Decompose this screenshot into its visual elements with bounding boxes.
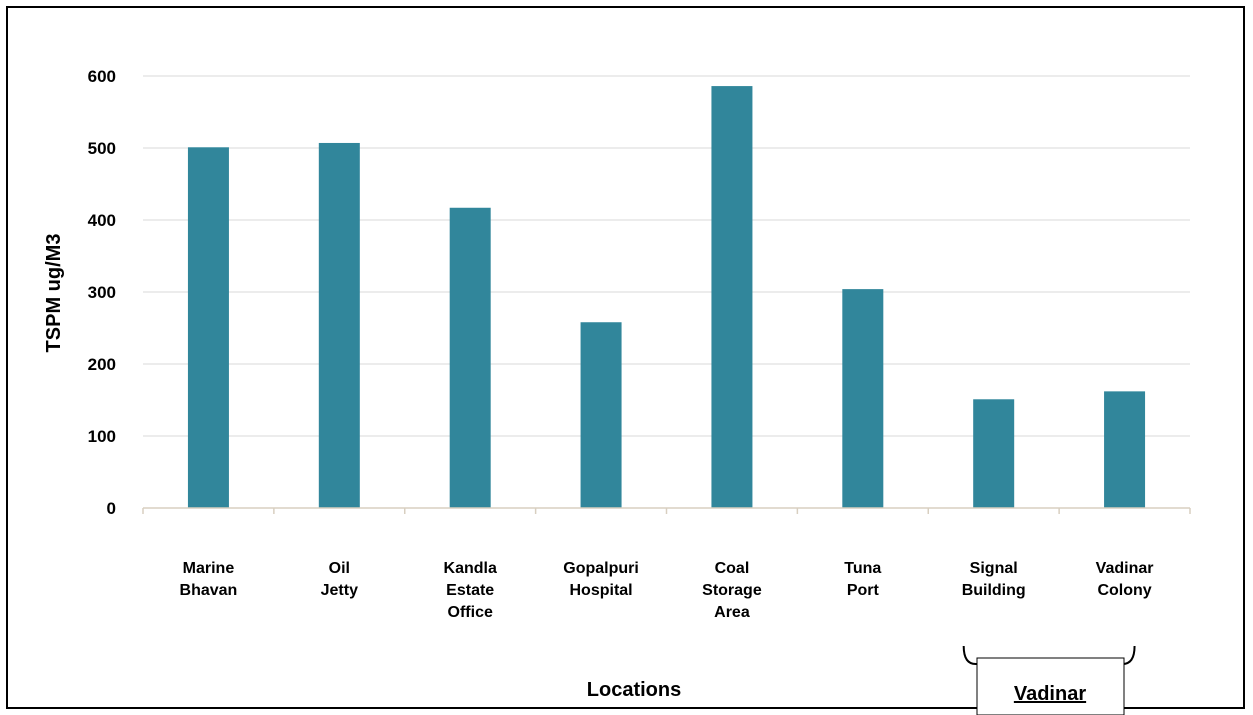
bar: [580, 322, 622, 508]
category-label: Gopalpuri Hospital: [563, 560, 639, 599]
category-label: Kandla Estate Office: [444, 560, 497, 621]
category-labels: Marine Bhavan Oil Jetty Kandla Estate Office Go…: [180, 560, 1154, 621]
vadinar-label: Vadinar: [1014, 683, 1086, 705]
y-tick-label: 300: [88, 283, 116, 302]
bar: [973, 399, 1015, 508]
y-tick-label: 0: [107, 499, 116, 518]
y-tick-label: 200: [88, 355, 116, 374]
bars: [187, 86, 1146, 508]
vadinar-label-box: [976, 657, 1125, 715]
category-label: Oil Jetty: [321, 560, 358, 599]
y-tick-label: 400: [88, 211, 116, 230]
bar: [449, 207, 491, 508]
bar: [187, 147, 229, 508]
bar: [842, 289, 884, 508]
gridlines: [143, 75, 1190, 437]
bar: [318, 142, 360, 508]
x-axis-title: Locations: [587, 679, 681, 701]
y-axis-title: TSPM ug/M3: [43, 234, 65, 353]
axes: [142, 507, 1191, 514]
y-tick-label: 100: [88, 427, 116, 446]
bar: [711, 86, 753, 508]
vadinar-annotation: Vadinar: [962, 645, 1136, 715]
y-tick-labels: 0 100 200 300 400 500 600: [88, 67, 116, 518]
category-label: Tuna Port: [844, 560, 881, 599]
category-label: Marine Bhavan: [180, 560, 238, 599]
y-tick-label: 600: [88, 67, 116, 86]
category-label: Coal Storage Area: [702, 560, 762, 621]
category-label: Signal Building: [962, 560, 1026, 599]
y-tick-label: 500: [88, 139, 116, 158]
bar: [1104, 391, 1146, 508]
category-label: Vadinar Colony: [1096, 560, 1154, 599]
